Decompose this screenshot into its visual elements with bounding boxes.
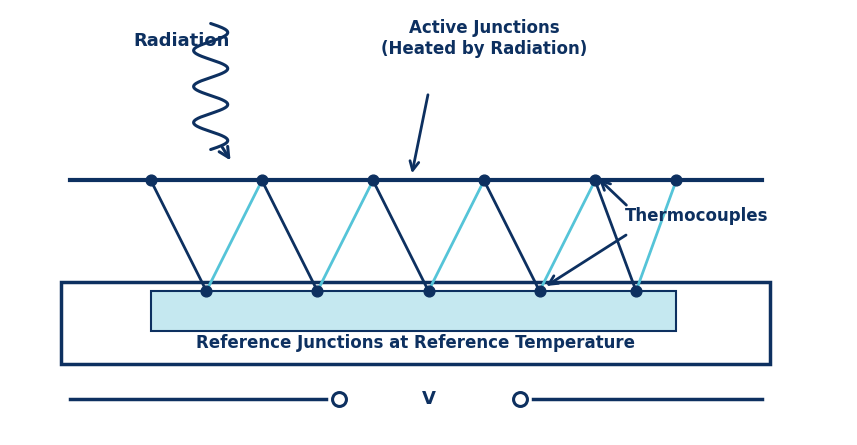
Text: Active Junctions
(Heated by Radiation): Active Junctions (Heated by Radiation) — [381, 19, 587, 58]
Bar — [61, 282, 770, 364]
Point — [533, 287, 547, 295]
Text: Reference Junctions at Reference Temperature: Reference Junctions at Reference Tempera… — [196, 334, 635, 352]
Point — [588, 177, 602, 184]
Bar — [151, 291, 676, 331]
Point — [422, 287, 435, 295]
Text: Thermocouples: Thermocouples — [625, 207, 769, 225]
Point — [629, 287, 643, 295]
Point — [310, 287, 324, 295]
Point — [144, 177, 158, 184]
Point — [200, 287, 213, 295]
Point — [366, 177, 380, 184]
Point — [669, 177, 683, 184]
Text: Radiation: Radiation — [134, 32, 231, 50]
Point — [477, 177, 491, 184]
Point — [255, 177, 269, 184]
Text: V: V — [422, 389, 435, 408]
